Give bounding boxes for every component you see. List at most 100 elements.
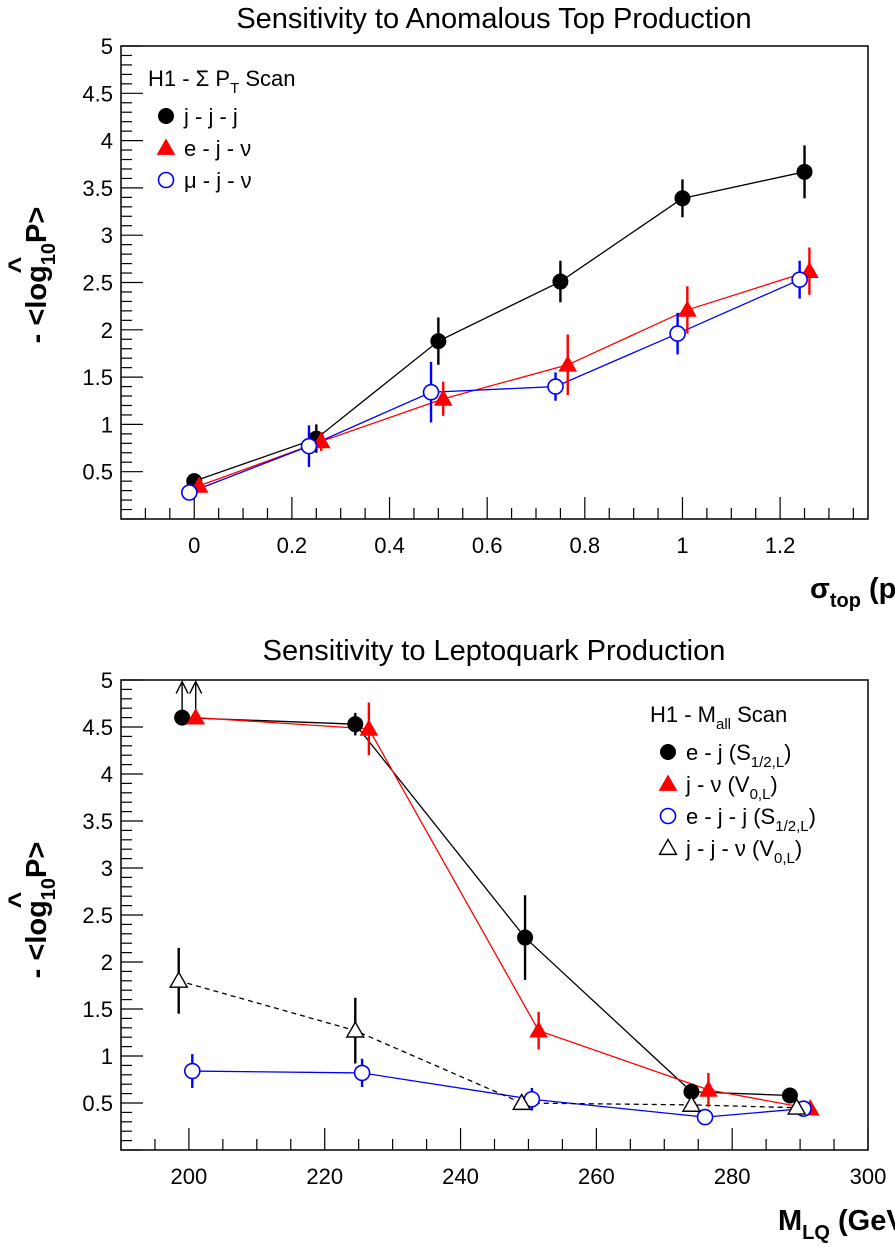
legend-entry-sub: 0,L	[774, 850, 795, 867]
y-tick-label: 3.5	[82, 176, 113, 201]
x-axis-label-unit: (GeV)	[830, 1205, 895, 1237]
series-line	[189, 279, 800, 494]
y-tick-label: 3.5	[82, 809, 113, 834]
x-axis-label-main: σ	[810, 573, 830, 605]
x-axis-label-unit: (pb)	[861, 573, 895, 605]
y-tick-label: 1	[101, 1044, 113, 1069]
chart-title: Sensitivity to Anomalous Top Production	[236, 3, 751, 35]
legend-marker	[658, 838, 678, 856]
y-tick-label: 5	[101, 34, 113, 59]
legend-entry-sub: 1/2,L	[775, 818, 808, 835]
y-axis-label-sub: 10	[38, 878, 60, 900]
y-tick-label: 4.5	[82, 81, 113, 106]
limit-arrow-head	[189, 680, 203, 694]
legend-entry: μ - j - ν	[184, 168, 252, 193]
data-point	[345, 1020, 365, 1038]
legend-entry: j - ν (V0,L)	[685, 772, 778, 803]
data-point	[552, 273, 569, 290]
x-tick-label: 0.2	[277, 533, 308, 558]
data-point	[529, 1021, 549, 1038]
x-tick-label: 220	[306, 1164, 343, 1189]
y-axis-label-sub: 10	[38, 243, 60, 265]
y-axis-label-hat: ^	[3, 256, 35, 273]
data-point	[699, 1080, 718, 1097]
y-axis-label-end: >	[21, 207, 53, 224]
data-point	[791, 271, 808, 288]
y-axis-label-var: P	[21, 224, 53, 243]
legend-marker	[659, 807, 677, 825]
limit-arrow-head	[175, 680, 189, 694]
data-point	[300, 437, 318, 455]
legend-entry: j - j - ν (V0,L)	[685, 836, 802, 867]
y-axis-label: - <log10P>	[21, 207, 60, 344]
legend-title: H1 - Σ PT Scan	[148, 66, 296, 97]
chart-title: Sensitivity to Leptoquark Production	[263, 635, 726, 667]
y-tick-label: 1	[101, 412, 113, 437]
data-point	[169, 970, 189, 988]
data-point	[781, 1087, 798, 1104]
legend-entry-end: )	[795, 836, 802, 861]
legend-marker	[660, 744, 676, 760]
legend-entry-sub: 0,L	[750, 786, 771, 803]
x-axis-label: MLQ (GeV)	[778, 1205, 895, 1244]
data-point	[681, 1094, 702, 1112]
y-tick-label: 1.5	[82, 365, 113, 390]
y-axis-label-hat: ^	[3, 891, 35, 908]
legend-entry: e - j (S1/2,L)	[686, 740, 792, 771]
data-point	[186, 708, 206, 725]
legend-marker	[157, 171, 175, 189]
y-tick-label: 4.5	[82, 715, 113, 740]
y-tick-label: 3	[101, 223, 113, 248]
legend-entry-label: e - j - j (S	[686, 804, 775, 829]
data-point	[353, 1064, 371, 1082]
data-point	[669, 325, 686, 342]
y-axis-label-var: P	[21, 859, 53, 878]
legend-marker	[158, 108, 174, 124]
data-point	[677, 300, 697, 317]
y-tick-label: 2	[101, 318, 113, 343]
y-tick-label: 1.5	[82, 997, 113, 1022]
data-point	[181, 484, 198, 501]
x-tick-label: 260	[578, 1164, 615, 1189]
legend-entry: e - j - j (S1/2,L)	[686, 804, 816, 835]
x-tick-label: 240	[442, 1164, 479, 1189]
y-axis-label-main: - <log	[21, 265, 53, 343]
data-point	[430, 333, 447, 350]
legend-title: H1 - Mall Scan	[650, 702, 787, 733]
x-tick-label: 0.4	[374, 533, 405, 558]
legend-entry: j - j - j	[183, 104, 238, 129]
y-tick-label: 4	[101, 762, 113, 787]
data-point	[786, 1097, 807, 1115]
data-point	[359, 719, 379, 736]
x-tick-label: 300	[850, 1164, 887, 1189]
x-tick-label: 0.8	[570, 533, 601, 558]
data-point	[547, 378, 564, 395]
y-tick-label: 2.5	[82, 271, 113, 296]
legend-entry-end: )	[770, 772, 777, 797]
legend-entry-label: e - j (S	[686, 740, 751, 765]
data-point	[433, 389, 453, 406]
legend-entry-label: e - j - ν	[184, 136, 251, 161]
data-point	[174, 709, 191, 726]
y-tick-label: 0.5	[82, 1091, 113, 1116]
x-axis-label-sub: LQ	[802, 1222, 830, 1244]
leptoquark-chart: Sensitivity to Leptoquark Production 0.5 1…	[3, 635, 895, 1244]
y-axis-label: - <log10P>	[21, 842, 60, 979]
data-point	[796, 163, 813, 180]
legend-entry-label: j - j - j	[183, 104, 238, 129]
data-point	[558, 355, 578, 372]
legend-entry-end: )	[784, 740, 791, 765]
x-tick-label: 0	[188, 533, 200, 558]
top-production-chart: Sensitivity to Anomalous Top Production 0…	[3, 3, 895, 612]
y-axis-label-end: >	[21, 842, 53, 859]
legend-entry-label: μ - j - ν	[184, 168, 252, 193]
x-tick-label: 1	[676, 533, 688, 558]
y-tick-label: 5	[101, 668, 113, 693]
x-tick-label: 0.6	[472, 533, 503, 558]
y-tick-label: 2.5	[82, 903, 113, 928]
legend-marker	[156, 138, 176, 155]
data-point	[674, 190, 691, 207]
legend-title-sub: T	[230, 80, 239, 97]
data-point	[696, 1108, 714, 1126]
legend-entry-end: )	[809, 804, 816, 829]
